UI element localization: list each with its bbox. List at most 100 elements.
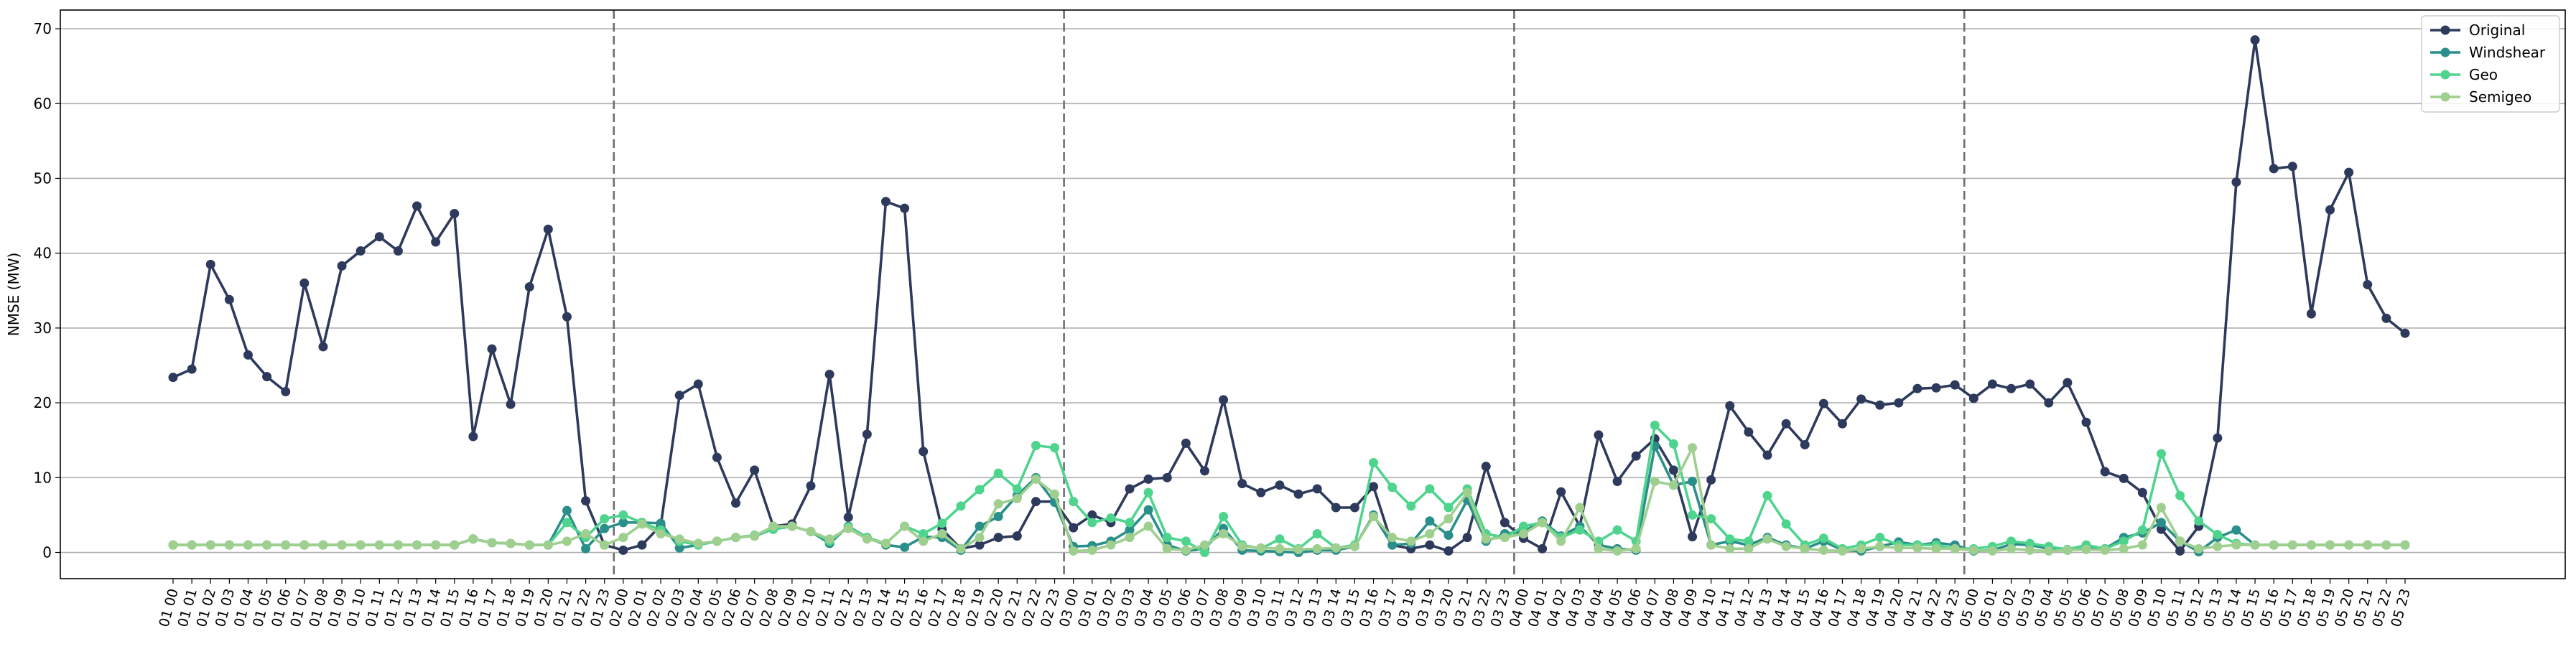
data-point (1293, 489, 1303, 499)
data-point (581, 543, 591, 554)
data-point (1706, 514, 1716, 524)
data-point (224, 540, 234, 550)
data-point (2081, 544, 2091, 554)
data-point (1837, 419, 1847, 429)
data-point (1312, 543, 1322, 554)
data-point (1650, 420, 1660, 430)
data-point (1800, 543, 1810, 554)
data-point (1069, 523, 1079, 533)
data-point (1275, 480, 1285, 490)
data-point (637, 519, 647, 529)
data-point (318, 540, 328, 550)
data-point (1443, 531, 1454, 541)
data-point (224, 294, 234, 304)
data-point (2063, 378, 2073, 388)
data-point (243, 540, 253, 550)
data-point (919, 447, 929, 457)
data-point (1162, 533, 1172, 543)
data-point (618, 510, 628, 520)
data-point (1125, 525, 1135, 535)
data-point (618, 545, 628, 555)
data-point (318, 342, 328, 352)
data-point (2381, 540, 2391, 550)
day-separator-layer (613, 10, 1966, 579)
legend-swatch-marker (2440, 70, 2450, 80)
series-layer (168, 35, 2410, 558)
data-point (1199, 466, 1209, 476)
data-point (187, 364, 197, 374)
data-point (1875, 400, 1885, 410)
data-point (975, 540, 985, 550)
data-point (2044, 398, 2054, 408)
data-point (2137, 487, 2147, 498)
data-point (337, 261, 347, 271)
data-point (1818, 533, 1828, 543)
data-point (1312, 484, 1322, 494)
data-point (824, 534, 834, 544)
data-point (1818, 545, 1828, 555)
data-point (2007, 536, 2017, 546)
data-point (1406, 536, 1416, 546)
data-point (2231, 525, 2241, 535)
data-point (355, 540, 366, 550)
data-point (1181, 536, 1191, 546)
data-point (1012, 531, 1022, 541)
plot-frame (60, 9, 2566, 579)
data-point (2137, 525, 2147, 535)
data-point (1950, 380, 1960, 390)
data-point (975, 485, 985, 495)
data-point (2156, 524, 2166, 534)
data-point (1688, 443, 1698, 453)
data-point (1462, 533, 1472, 543)
data-point (975, 521, 985, 531)
data-point (1818, 398, 1828, 408)
data-point (731, 498, 741, 508)
legend-swatch-marker (2440, 47, 2450, 57)
data-point (468, 431, 478, 442)
data-point (2231, 177, 2241, 187)
data-point (2344, 167, 2354, 177)
data-point (600, 523, 610, 533)
data-point (1069, 497, 1079, 507)
data-point (1556, 536, 1566, 546)
data-point (1275, 543, 1285, 554)
legend-box (2421, 15, 2560, 113)
data-point (487, 538, 497, 548)
data-point (374, 232, 384, 242)
data-point (1125, 484, 1135, 494)
data-point (2175, 536, 2185, 546)
data-point (1931, 543, 1941, 554)
data-point (693, 538, 703, 548)
data-point (1762, 534, 1772, 544)
data-point (2063, 545, 2073, 555)
data-point (731, 533, 741, 543)
data-point (1688, 510, 1698, 520)
data-point (1199, 540, 1209, 550)
data-point (1706, 540, 1716, 550)
data-point (1856, 394, 1866, 404)
data-point (1199, 548, 1209, 558)
data-point (1349, 503, 1359, 513)
data-point (562, 312, 572, 322)
data-point (1631, 451, 1641, 461)
data-point (2250, 540, 2260, 550)
data-point (2175, 546, 2185, 556)
data-point (1725, 401, 1735, 411)
data-point (487, 344, 497, 354)
data-point (1181, 545, 1191, 555)
data-point (2119, 543, 2129, 554)
legend-label: Windshear (2469, 44, 2546, 61)
data-point (1706, 475, 1716, 485)
data-point (562, 505, 572, 515)
data-point (1612, 525, 1622, 535)
data-point (1050, 489, 1060, 499)
data-point (1744, 543, 1754, 554)
data-point (937, 528, 947, 538)
data-point (712, 452, 722, 462)
data-point (1219, 528, 1229, 538)
data-point (1987, 379, 1997, 389)
data-point (1143, 505, 1153, 515)
data-point (1031, 474, 1041, 484)
data-point (2363, 540, 2373, 550)
